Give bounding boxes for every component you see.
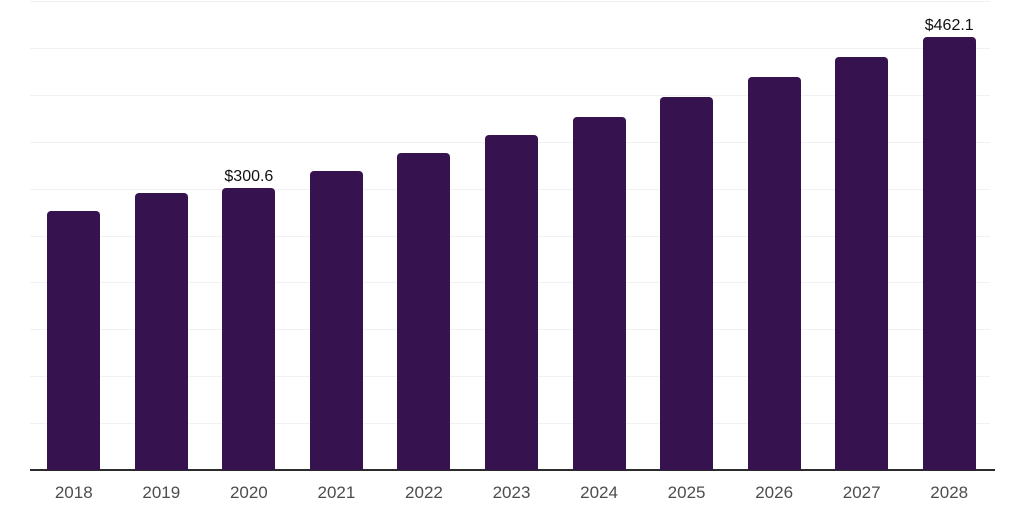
gridline	[30, 94, 990, 96]
data-label-2020: $300.6	[224, 168, 274, 186]
data-label-2028: $462.1	[924, 16, 974, 34]
bar-2028	[922, 36, 976, 470]
x-tick-label-2022: 2022	[405, 483, 443, 502]
x-axis-line	[30, 469, 995, 471]
bar-2019	[134, 192, 188, 470]
x-tick-label-2028: 2028	[930, 483, 969, 502]
bar-2026	[747, 77, 801, 470]
gridline	[30, 1, 990, 2]
x-tick-label-2027: 2027	[842, 483, 881, 502]
bar-2022	[397, 152, 451, 470]
bar-2027	[835, 57, 889, 470]
x-tick-label-2018: 2018	[54, 483, 93, 502]
bar-2020	[222, 188, 276, 470]
x-tick-label-2021: 2021	[317, 483, 356, 502]
x-tick-label-2024: 2024	[580, 483, 618, 502]
x-tick-label-2023: 2023	[492, 483, 531, 502]
x-tick-label-2020: 2020	[229, 483, 268, 502]
x-tick-label-2019: 2019	[142, 483, 181, 502]
bar-2018	[47, 210, 101, 470]
bar-2023	[485, 134, 538, 470]
bar-2025	[660, 97, 714, 470]
gridline	[30, 47, 990, 49]
x-tick-label-2025: 2025	[667, 483, 706, 502]
bar-2024	[572, 116, 626, 470]
x-tick-label-2026: 2026	[755, 483, 794, 502]
bar-2021	[309, 170, 363, 470]
